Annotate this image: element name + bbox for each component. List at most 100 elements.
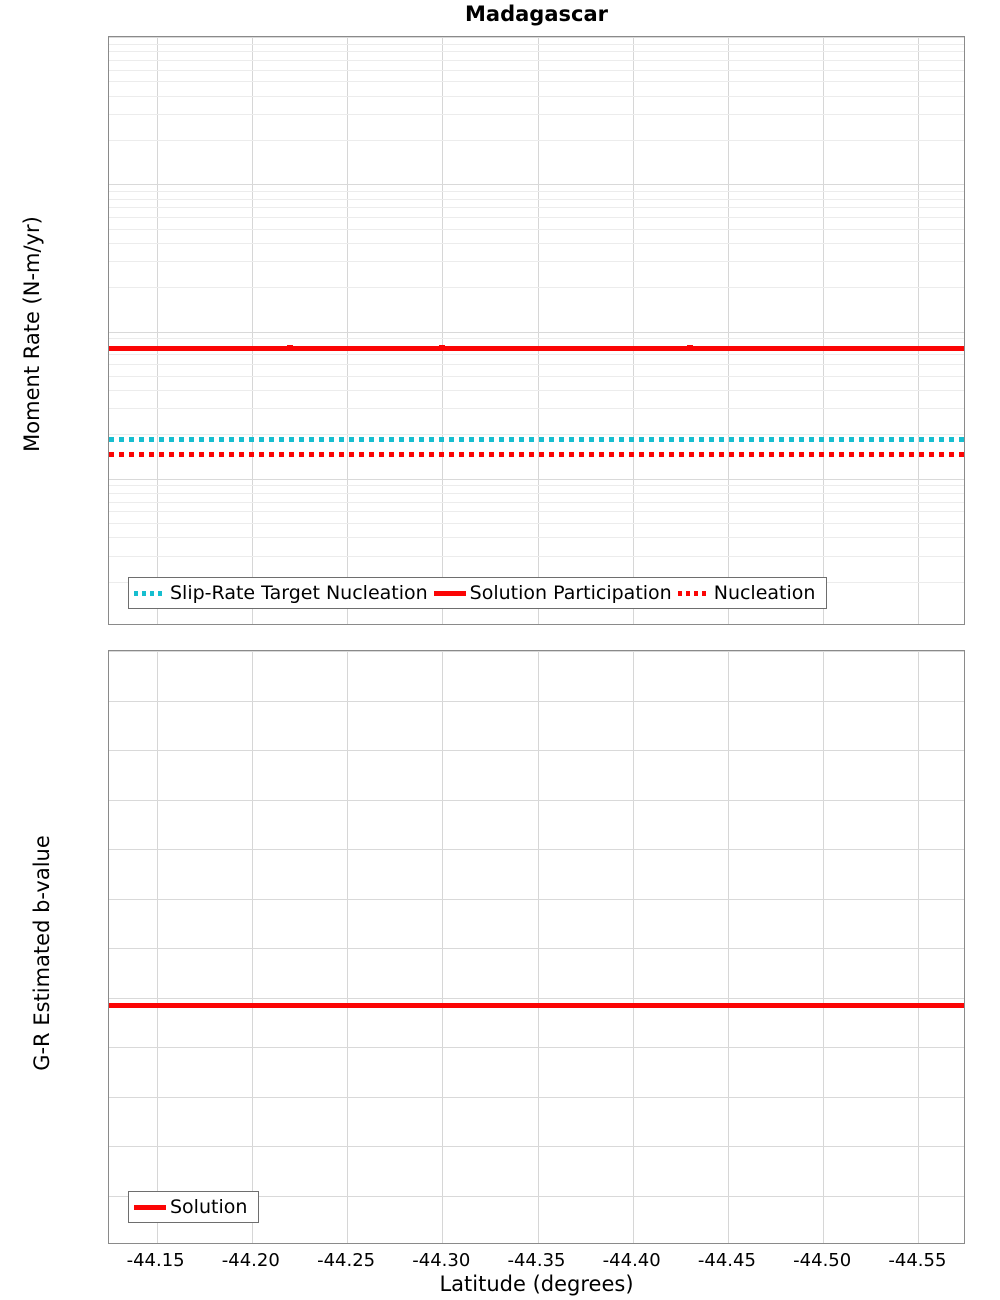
gridline-minor <box>109 261 964 263</box>
dotted-cyan-line-icon <box>134 590 166 596</box>
gridline-vertical <box>537 37 539 624</box>
gridline-vertical <box>918 651 920 1243</box>
data-point-marker <box>439 344 446 351</box>
data-point-marker <box>286 344 293 351</box>
y-axis-label-b-value: G-R Estimated b-value <box>30 835 54 1071</box>
gridline-minor <box>109 69 964 71</box>
gridline-major <box>109 1195 964 1197</box>
gridline-vertical <box>251 651 253 1243</box>
gridline-minor <box>109 364 964 366</box>
gridline-minor <box>109 51 964 53</box>
gridline-major <box>109 1096 964 1098</box>
gridline-minor <box>109 375 964 377</box>
legend-label: Solution <box>170 1196 248 1218</box>
gridline-vertical <box>632 37 634 624</box>
grid-top <box>109 37 964 624</box>
gridline-vertical <box>537 651 539 1243</box>
gridline-major <box>109 997 964 999</box>
x-tick-label: -44.50 <box>793 1250 852 1271</box>
gridline-vertical <box>347 37 349 624</box>
gridline-minor <box>109 198 964 200</box>
gridline-minor <box>109 287 964 289</box>
gridline-vertical <box>727 37 729 624</box>
gridline-vertical <box>156 37 158 624</box>
gridline-major <box>109 651 964 652</box>
x-tick-label: -44.20 <box>221 1250 280 1271</box>
gridline-minor <box>109 537 964 539</box>
gridline-vertical <box>823 37 825 624</box>
gridline-minor <box>109 501 964 503</box>
gridline-major <box>109 184 964 186</box>
gridline-minor <box>109 390 964 392</box>
page-title: Madagascar <box>465 2 608 26</box>
x-tick-label: -44.25 <box>317 1250 376 1271</box>
legend-label: Solution Participation <box>469 582 672 604</box>
series-solution-participation-markers <box>109 344 964 352</box>
gridline-minor <box>109 242 964 244</box>
gridline-major <box>109 37 964 38</box>
legend-label: Slip-Rate Target Nucleation <box>170 582 428 604</box>
dotted-red-line-icon <box>677 590 710 596</box>
series-solution-participation <box>109 345 964 351</box>
gridline-vertical <box>727 651 729 1243</box>
solid-red-line-icon <box>134 1204 166 1210</box>
x-tick-label: -44.45 <box>697 1250 756 1271</box>
legend-label: Nucleation <box>713 582 816 604</box>
gridline-minor <box>109 43 964 45</box>
x-tick-label: -44.40 <box>602 1250 661 1271</box>
gridline-minor <box>109 493 964 495</box>
x-tick-label: -44.35 <box>507 1250 566 1271</box>
gridline-major <box>109 331 964 333</box>
data-point-marker <box>686 344 693 351</box>
x-axis-label-latitude: Latitude (degrees) <box>439 1272 634 1296</box>
gridline-minor <box>109 408 964 410</box>
gridline-minor <box>109 555 964 557</box>
legend-entry-solution[interactable]: Solution <box>134 1196 253 1218</box>
gridline-minor <box>109 95 964 97</box>
gridline-minor <box>109 338 964 340</box>
series-slip-rate-target-nucleation <box>109 436 964 442</box>
gridline-major <box>109 849 964 850</box>
x-tick-label: -44.55 <box>888 1250 947 1271</box>
gridline-minor <box>109 216 964 218</box>
gridline-minor <box>109 228 964 230</box>
b-value-plot-area <box>108 650 965 1244</box>
gridline-vertical <box>156 651 158 1243</box>
gridline-minor <box>109 354 964 356</box>
gridline-major <box>109 898 964 900</box>
gridline-minor <box>109 523 964 525</box>
gridline-vertical <box>347 651 349 1243</box>
gridline-major <box>109 1047 964 1048</box>
legend-b-value: Solution <box>128 1191 260 1223</box>
gridline-minor <box>109 434 964 436</box>
gridline-vertical <box>823 651 825 1243</box>
gridline-vertical <box>251 37 253 624</box>
gridline-major <box>109 700 964 702</box>
gridline-major <box>109 478 964 480</box>
gridline-minor <box>109 511 964 513</box>
gridline-major <box>109 799 964 801</box>
grid-bottom <box>109 651 964 1243</box>
series-solution <box>109 1002 964 1008</box>
gridline-minor <box>109 207 964 209</box>
gridline-major <box>109 750 964 751</box>
gridline-minor <box>109 190 964 192</box>
legend-entry-solution-participation[interactable]: Solution Participation <box>433 582 678 604</box>
gridline-minor <box>109 59 964 61</box>
legend-moment-rate: Slip-Rate Target Nucleation Solution Par… <box>128 577 828 609</box>
series-nucleation <box>109 451 964 457</box>
gridline-vertical <box>442 651 444 1243</box>
gridline-major <box>109 948 964 949</box>
moment-rate-plot-area <box>108 36 965 625</box>
gridline-vertical <box>918 37 920 624</box>
x-tick-label: -44.15 <box>126 1250 185 1271</box>
gridline-minor <box>109 485 964 487</box>
gridline-vertical <box>442 37 444 624</box>
legend-entry-slip-rate-target-nucleation[interactable]: Slip-Rate Target Nucleation <box>134 582 434 604</box>
x-tick-label: -44.30 <box>412 1250 471 1271</box>
gridline-minor <box>109 139 964 141</box>
legend-entry-nucleation[interactable]: Nucleation <box>677 582 822 604</box>
solid-red-line-icon <box>433 590 466 596</box>
gridline-major <box>109 1146 964 1147</box>
